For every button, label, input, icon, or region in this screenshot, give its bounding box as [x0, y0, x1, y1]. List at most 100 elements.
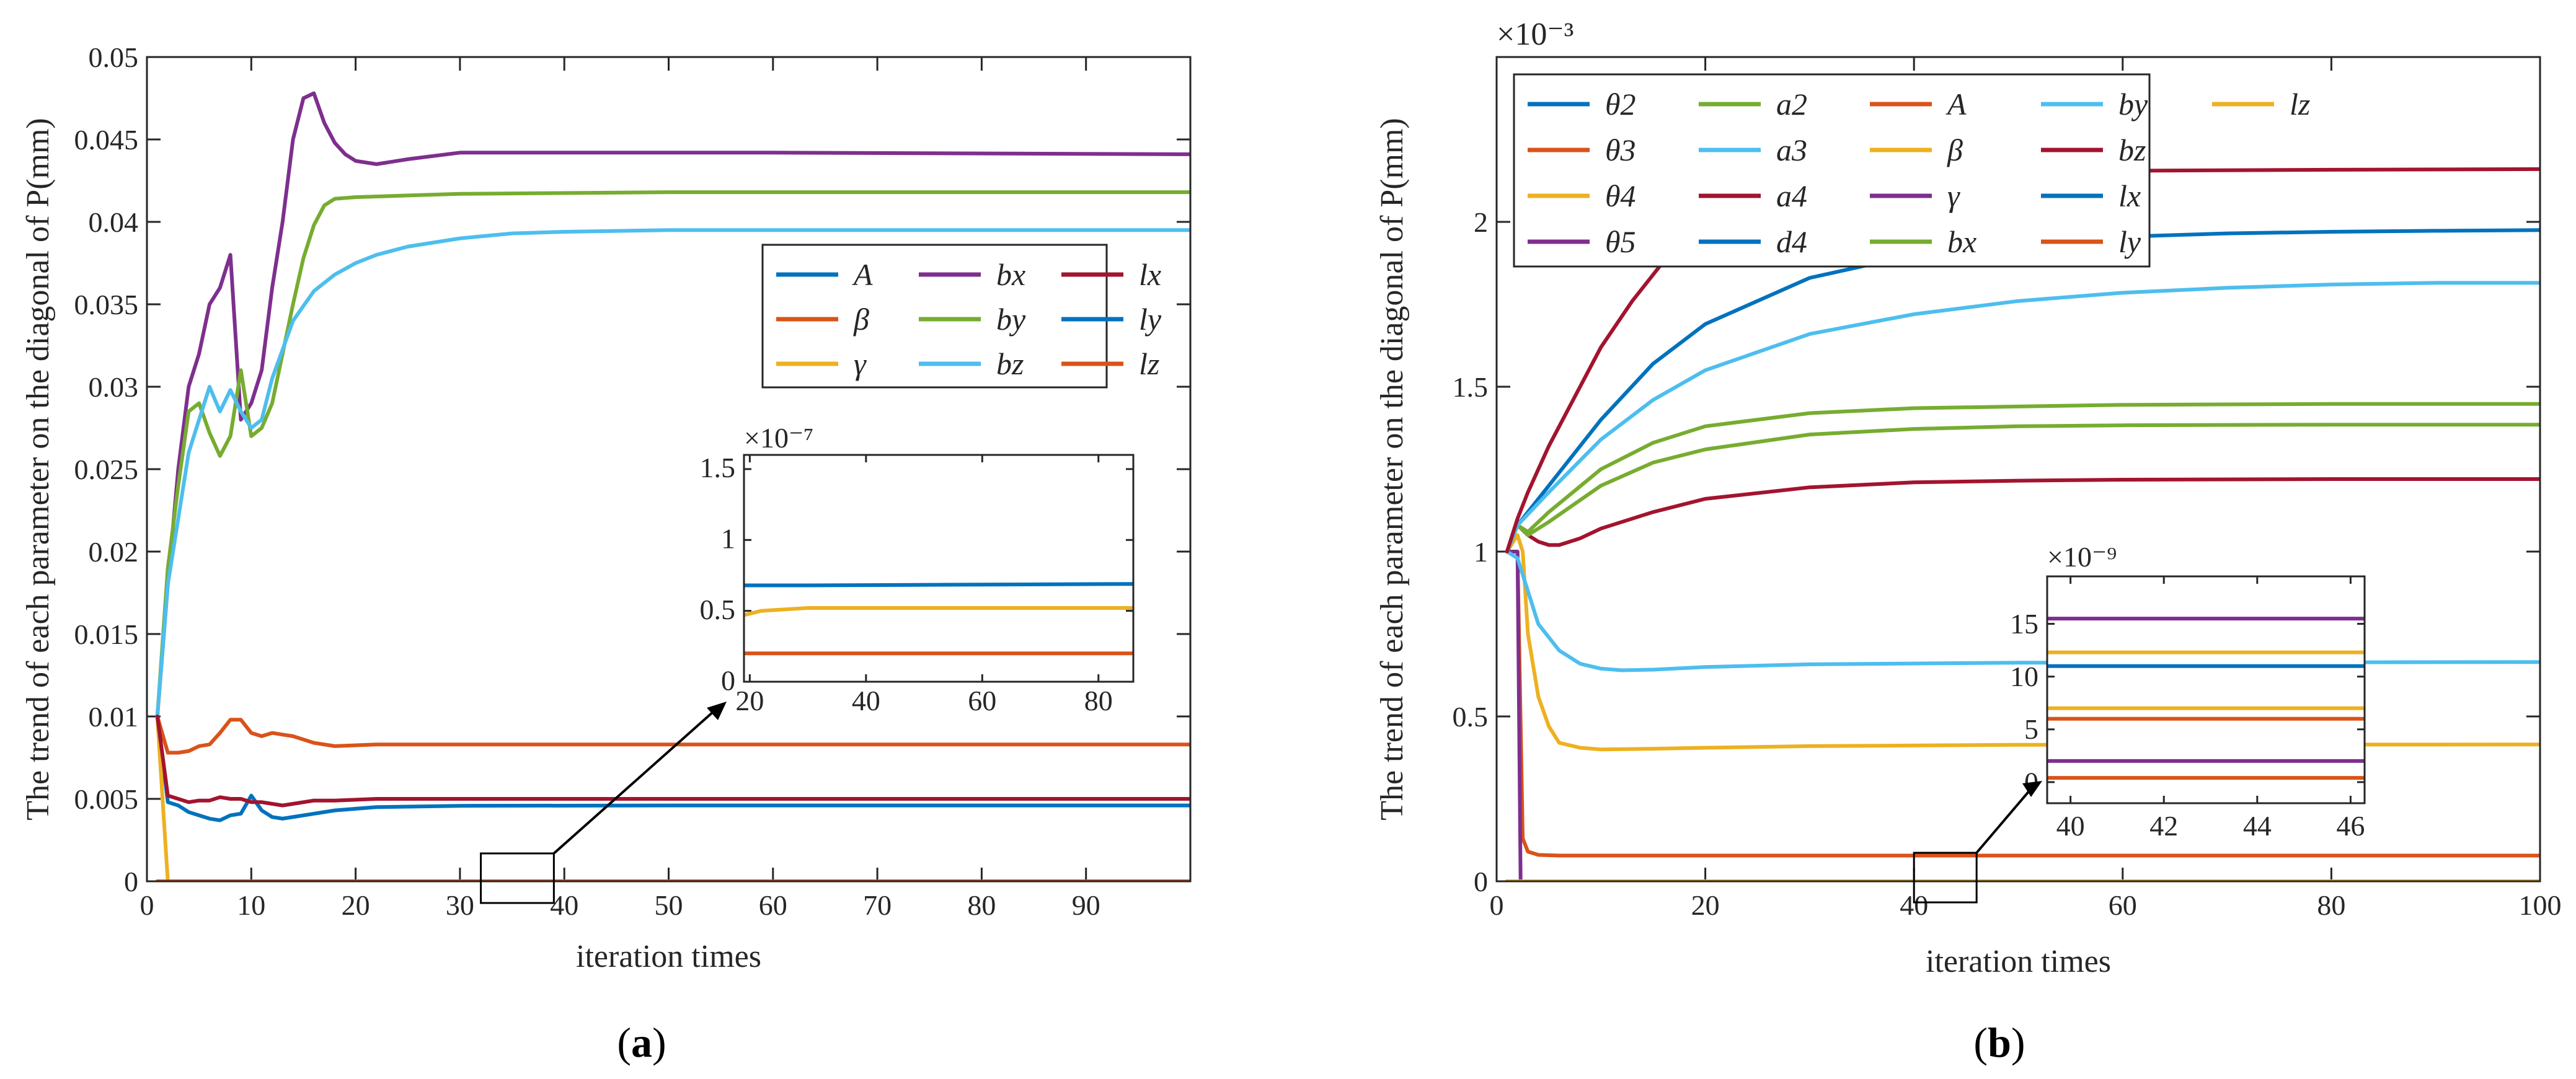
a-inset-y-tick-label: 0.5 — [700, 594, 736, 625]
b-inset-x-tick-label: 46 — [2336, 810, 2365, 842]
legend-label: θ2 — [1605, 87, 1636, 121]
b-series-line — [1505, 402, 2540, 553]
panel-label-a: (a) — [617, 1019, 666, 1066]
a-x-tick-label: 60 — [759, 889, 787, 921]
b-y-tick-label: 1.5 — [1453, 371, 1489, 403]
b-inset-y-tick-label: 5 — [2024, 713, 2038, 745]
b-zoom-arrow-head — [2022, 781, 2042, 797]
a-series-group — [155, 91, 1190, 881]
a-inset-x-tick-label: 80 — [1084, 685, 1113, 716]
a-inset-y-tick-label: 1.5 — [700, 452, 736, 483]
panel-label-b: (b) — [1973, 1019, 2025, 1066]
legend-label: ly — [1139, 302, 1162, 337]
b-y-axis-label: The trend of each parameter on the diago… — [1374, 118, 1410, 820]
a-x-tick-label: 80 — [967, 889, 996, 921]
legend-label: by — [2118, 87, 2148, 121]
a-x-tick-label: 30 — [446, 889, 474, 921]
b-series-line — [1505, 477, 2540, 553]
a-inset-series-group — [744, 582, 1133, 656]
a-zoom-arrow-head — [707, 702, 727, 720]
a-series-line — [155, 715, 1190, 808]
b-axes-frame — [1495, 56, 2541, 883]
a-y-tick-label: 0.005 — [74, 783, 139, 815]
b-y-tick-label: 0 — [1474, 866, 1488, 897]
a-series-line — [155, 190, 1190, 718]
b-zoom-arrow — [1975, 785, 2035, 854]
legend-label: β — [1947, 133, 1963, 167]
b-zoom-box — [1913, 852, 1978, 904]
legend-label: lx — [2118, 178, 2141, 213]
a-zoom-box — [480, 852, 555, 904]
a-inset-x-tick-label: 40 — [852, 685, 880, 716]
legend-label: a2 — [1776, 87, 1807, 121]
legend-label: γ — [1947, 178, 1960, 213]
legend-label: θ5 — [1605, 224, 1636, 259]
b-inset-y-tick-label: 15 — [2010, 608, 2038, 640]
legend-label: θ3 — [1605, 133, 1636, 167]
a-y-tick-label: 0 — [124, 866, 138, 897]
legend-label: a4 — [1776, 178, 1807, 213]
b-x-tick-label: 80 — [2317, 889, 2345, 921]
a-y-tick-label: 0.015 — [74, 619, 139, 650]
b-inset-exponent-label: ×10⁻⁹ — [2047, 541, 2117, 573]
a-inset-series-line — [744, 582, 1133, 588]
a-y-tick-label: 0.025 — [74, 454, 139, 485]
legend-label: lx — [1139, 257, 1161, 292]
b-inset-x-tick-label: 42 — [2149, 810, 2178, 842]
b-y-tick-label: 1 — [1474, 536, 1488, 568]
a-y-tick-label: 0.03 — [89, 371, 139, 403]
legend-label: bz — [996, 346, 1024, 381]
a-series-line — [155, 228, 1190, 718]
a-x-tick-label: 10 — [237, 889, 265, 921]
a-inset-series-line — [744, 606, 1133, 617]
a-y-tick-label: 0.02 — [89, 536, 139, 568]
a-x-axis-label: iteration times — [576, 939, 761, 974]
a-inset-y-tick-label: 0 — [721, 664, 735, 696]
a-series-line — [155, 715, 1190, 822]
a-y-tick-label: 0.01 — [89, 701, 139, 733]
b-series-line — [1505, 550, 2540, 881]
legend-label: lz — [2290, 87, 2310, 121]
a-series-line — [155, 715, 1190, 881]
legend-label: by — [996, 302, 1026, 337]
b-x-tick-label: 60 — [2109, 889, 2137, 921]
b-series-line — [1505, 550, 2540, 672]
legend-label: bz — [2118, 133, 2146, 167]
legend-label: ly — [2118, 224, 2141, 259]
legend-label: bx — [996, 257, 1025, 292]
legend-label: θ4 — [1605, 178, 1636, 213]
b-inset-series-group — [2047, 617, 2365, 780]
legend-label: lz — [1139, 346, 1159, 381]
b-inset-x-tick-label: 40 — [2056, 810, 2085, 842]
legend-label: A — [852, 257, 873, 292]
legend-label: bx — [1947, 224, 1976, 259]
a-inset-plot-area — [744, 455, 1133, 682]
legend-label: β — [853, 302, 869, 337]
a-inset-x-tick-label: 20 — [735, 685, 764, 716]
a-y-tick-label: 0.045 — [74, 124, 139, 156]
a-inset-frame — [743, 454, 1135, 683]
a-y-tick-label: 0.04 — [89, 206, 139, 238]
legend-label: A — [1945, 87, 1967, 121]
b-y-tick-label: 2 — [1474, 206, 1488, 238]
a-x-tick-label: 70 — [863, 889, 892, 921]
b-series-line — [1505, 533, 2540, 752]
a-series-line — [155, 715, 1190, 755]
a-x-tick-label: 50 — [655, 889, 683, 921]
b-inset-plot-area — [2047, 576, 2365, 803]
b-inset-x-tick-label: 44 — [2243, 810, 2272, 842]
b-x-tick-label: 0 — [1490, 889, 1504, 921]
b-x-tick-label: 20 — [1691, 889, 1720, 921]
legend-box — [1513, 73, 2151, 268]
chart-a: 0 10 20 30 40 50 60 70 80 90 0 0.005 0.01 0.015 0.02 0.… — [20, 42, 1192, 974]
a-x-tick-label: 90 — [1072, 889, 1100, 921]
b-inset-y-tick-label: 10 — [2010, 661, 2038, 692]
a-inset-x-tick-label: 60 — [968, 685, 996, 716]
legend-label: a3 — [1776, 133, 1807, 167]
b-inset-frame — [2046, 575, 2366, 804]
b-y-tick-label: 0.5 — [1453, 701, 1489, 733]
a-y-tick-label: 0.035 — [74, 289, 139, 320]
a-x-tick-label: 0 — [140, 889, 154, 921]
chart-b: 0 20 40 60 80 100 0 0.5 1 1.5 2 iteration times The … — [1374, 17, 2562, 979]
